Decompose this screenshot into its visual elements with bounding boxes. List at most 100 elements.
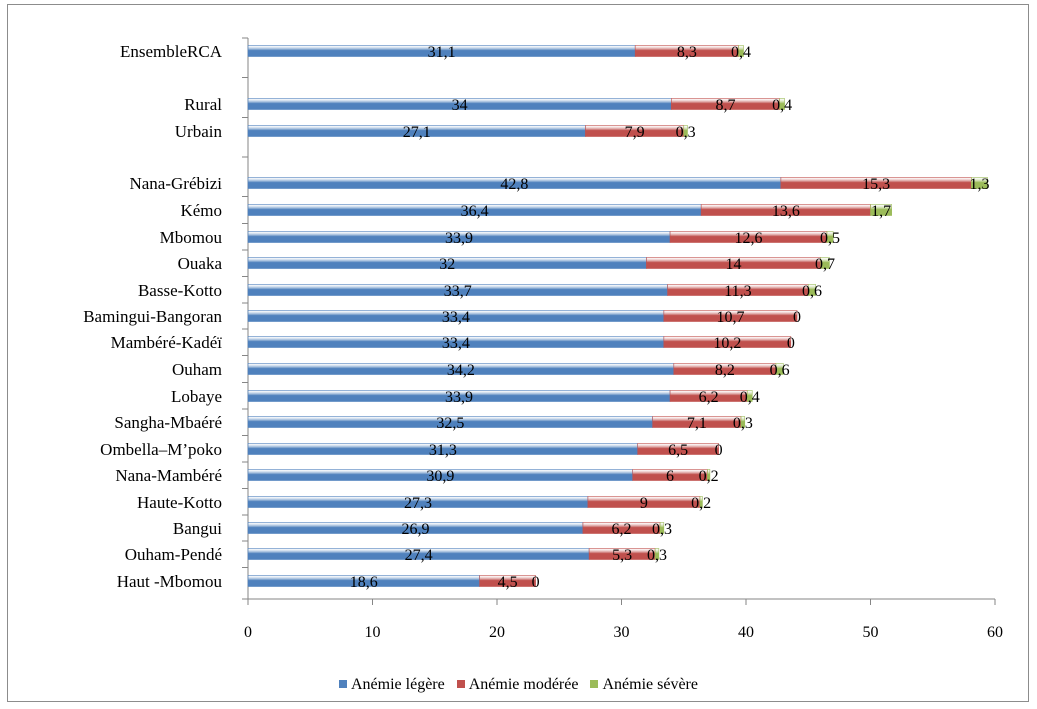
data-label-1-7: 11,3 xyxy=(724,283,751,300)
data-label-2-10: 0,6 xyxy=(770,362,790,379)
bar-1-9 xyxy=(663,336,792,348)
data-label-0-0: 31,1 xyxy=(428,44,456,61)
data-label-1-12: 7,1 xyxy=(687,415,707,432)
legend-item-legere: Anémie légère xyxy=(339,676,445,694)
data-label-0-7: 33,7 xyxy=(444,283,472,300)
category-label-12: Sangha-Mbaéré xyxy=(114,413,222,432)
data-label-0-15: 27,3 xyxy=(404,495,432,512)
data-label-0-10: 34,2 xyxy=(447,362,475,379)
data-label-0-17: 27,4 xyxy=(405,547,433,564)
bar-2-2 xyxy=(683,125,688,137)
data-label-2-13: 0 xyxy=(715,442,723,459)
data-label-2-16: 0,3 xyxy=(652,521,672,538)
data-label-2-11: 0,4 xyxy=(740,389,760,406)
legend-label-severe: Anémie sévère xyxy=(602,676,698,693)
data-label-0-2: 27,1 xyxy=(403,124,431,141)
category-label-17: Ouham-Pendé xyxy=(125,545,222,564)
data-label-2-5: 0,5 xyxy=(820,230,840,247)
x-tick-label-5: 50 xyxy=(863,624,879,641)
legend-label-legere: Anémie légère xyxy=(351,676,445,693)
bar-1-8 xyxy=(663,310,798,322)
data-label-0-12: 32,5 xyxy=(436,415,464,432)
data-label-1-2: 7,9 xyxy=(625,124,645,141)
category-label-5: Mbomou xyxy=(160,228,223,247)
data-label-0-16: 26,9 xyxy=(401,521,429,538)
data-label-1-13: 6,5 xyxy=(668,442,688,459)
data-label-2-0: 0,4 xyxy=(731,44,751,61)
data-label-0-5: 33,9 xyxy=(445,230,473,247)
data-label-1-11: 6,2 xyxy=(699,389,719,406)
bar-2-0 xyxy=(738,45,744,57)
data-label-0-14: 30,9 xyxy=(426,468,454,485)
category-label-3: Nana-Grébizi xyxy=(129,174,222,193)
data-label-0-13: 31,3 xyxy=(429,442,457,459)
data-label-2-12: 0,3 xyxy=(733,415,753,432)
category-label-10: Ouham xyxy=(172,360,222,379)
data-label-1-0: 8,3 xyxy=(677,44,697,61)
category-label-13: Ombella–M’poko xyxy=(100,440,222,459)
category-label-0: EnsembleRCA xyxy=(120,42,223,61)
data-label-2-7: 0,6 xyxy=(802,283,822,300)
data-label-2-17: 0,3 xyxy=(647,547,667,564)
x-tick-label-0: 0 xyxy=(244,624,252,641)
bar-2-12 xyxy=(740,416,746,428)
category-label-2: Urbain xyxy=(175,122,223,141)
bar-2-4 xyxy=(870,204,892,216)
data-label-1-6: 14 xyxy=(726,256,742,273)
data-label-1-5: 12,6 xyxy=(734,230,762,247)
data-label-1-17: 5,3 xyxy=(612,547,632,564)
bar-2-3 xyxy=(971,177,988,189)
category-label-8: Bamingui-Bangoran xyxy=(83,307,222,326)
data-label-0-1: 34 xyxy=(452,97,468,114)
bar-1-13 xyxy=(637,443,719,455)
data-label-0-11: 33,9 xyxy=(445,389,473,406)
data-label-2-18: 0 xyxy=(532,574,540,591)
category-label-11: Lobaye xyxy=(171,387,222,406)
category-label-7: Basse-Kotto xyxy=(138,281,222,300)
x-tick-label-2: 20 xyxy=(489,624,505,641)
bar-2-17 xyxy=(654,548,660,560)
bar-2-7 xyxy=(807,284,817,296)
legend-swatch-red xyxy=(456,680,465,688)
bar-1-18 xyxy=(479,575,536,587)
data-label-1-18: 4,5 xyxy=(498,574,518,591)
data-label-1-14: 6 xyxy=(666,468,674,485)
data-label-2-3: 1,3 xyxy=(969,176,989,193)
x-tick-label-3: 30 xyxy=(614,624,630,641)
legend-swatch-green xyxy=(590,680,599,688)
x-tick-label-1: 10 xyxy=(365,624,381,641)
category-label-16: Bangui xyxy=(173,519,222,538)
category-label-1: Rural xyxy=(184,95,222,114)
x-tick-label-6: 60 xyxy=(987,624,1003,641)
data-label-1-15: 9 xyxy=(640,495,648,512)
data-label-0-8: 33,4 xyxy=(442,309,470,326)
legend-swatch-blue xyxy=(339,680,347,688)
category-label-14: Nana-Mambéré xyxy=(115,466,222,485)
bar-2-15 xyxy=(699,496,703,508)
data-label-1-10: 8,2 xyxy=(715,362,735,379)
data-label-1-16: 6,2 xyxy=(612,521,632,538)
x-tick-label-4: 40 xyxy=(738,624,754,641)
data-label-2-1: 0,4 xyxy=(772,97,792,114)
data-label-1-3: 15,3 xyxy=(862,176,890,193)
data-label-2-6: 0,7 xyxy=(815,256,835,273)
category-label-4: Kémo xyxy=(180,201,222,220)
category-label-9: Mambéré-Kadéï xyxy=(111,333,223,352)
data-label-0-4: 36,4 xyxy=(461,203,489,220)
bar-2-5 xyxy=(826,231,834,243)
legend: Anémie légère Anémie modérée Anémie sévè… xyxy=(0,676,1037,694)
data-label-0-3: 42,8 xyxy=(500,176,528,193)
bar-2-14 xyxy=(707,469,711,481)
data-label-2-2: 0,3 xyxy=(676,124,696,141)
bar-2-16 xyxy=(659,522,665,534)
bar-2-1 xyxy=(779,98,785,110)
bar-2-6 xyxy=(820,257,830,269)
category-label-6: Ouaka xyxy=(178,254,223,273)
data-label-0-6: 32 xyxy=(439,256,455,273)
data-label-0-9: 33,4 xyxy=(442,335,470,352)
legend-label-moderee: Anémie modérée xyxy=(468,676,579,693)
bar-2-11 xyxy=(746,390,753,402)
data-label-2-14: 0,2 xyxy=(699,468,719,485)
bar-2-10 xyxy=(775,363,784,375)
